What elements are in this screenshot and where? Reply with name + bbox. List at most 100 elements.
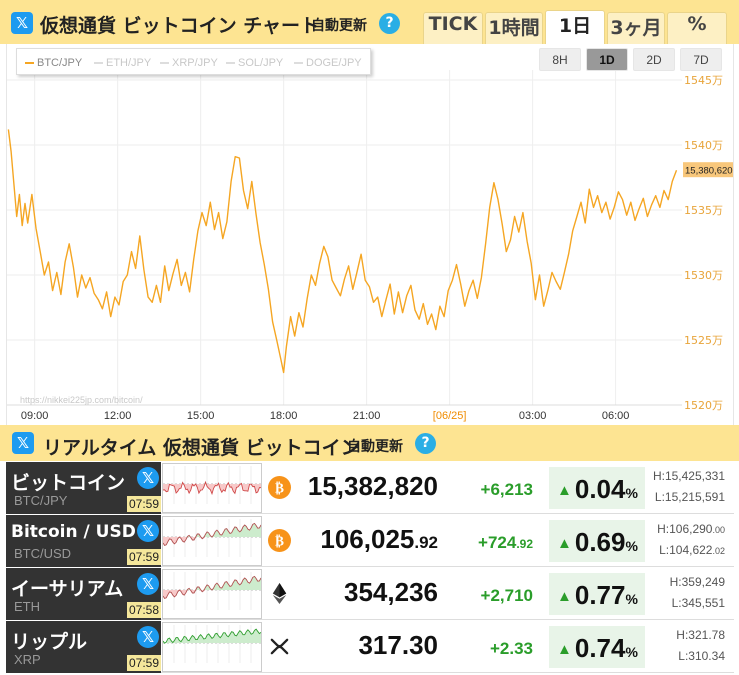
legend-xrpjpy[interactable]: XRP/JPY (160, 57, 218, 69)
legend-ethjpy[interactable]: ETH/JPY (94, 57, 151, 69)
x-share-icon[interactable]: 𝕏 (137, 573, 159, 595)
spark-up-area (163, 523, 261, 537)
x-share-icon[interactable]: 𝕏 (11, 12, 33, 34)
coin-percent-box: ▲ 0.74% (549, 626, 645, 668)
coin-price: 106,025.92 (320, 524, 438, 554)
coin-high: H:15,425,331 (652, 469, 725, 483)
coin-pair: BTC/USD (14, 546, 72, 561)
x-share-icon[interactable]: 𝕏 (137, 626, 159, 648)
up-arrow-icon: ▲ (557, 535, 572, 552)
btcjpy-series-line (7, 129, 678, 374)
coin-pair: ETH (14, 599, 40, 614)
coin-low: L:104,622.02 (659, 543, 725, 557)
help-icon[interactable]: ? (415, 433, 436, 454)
tab-1hour[interactable]: 1時間 (485, 12, 543, 44)
x-share-icon[interactable]: 𝕏 (137, 467, 159, 489)
coin-percent: 0.04 (574, 474, 626, 504)
up-arrow-icon: ▲ (557, 641, 572, 658)
y-tick-label: 1530万 (684, 269, 723, 282)
x-tick-label: [06/25] (433, 410, 467, 422)
coin-name: イーサリアム (11, 578, 124, 600)
sparkline-chart (162, 622, 262, 672)
coin-name: Bitcoin / USD (11, 522, 136, 542)
spark-up-area (163, 576, 261, 590)
coin-row-btcjpy[interactable]: ビットコイン BTC/JPY 𝕏 07:59 ₿ 15,382,820 +6,2… (6, 462, 734, 514)
y-tick-label: 1535万 (684, 204, 723, 217)
x-share-icon[interactable]: 𝕏 (12, 432, 34, 454)
coin-price: 317.30 (358, 630, 438, 660)
coin-pair: BTC/JPY (14, 493, 68, 508)
x-share-icon[interactable]: 𝕏 (137, 520, 159, 542)
update-time: 07:59 (127, 655, 161, 671)
y-tick-label: 1520万 (684, 399, 723, 412)
chart-watermark: https://nikkei225jp.com/bitcoin/ (20, 395, 143, 405)
coin-percent: 0.77 (574, 580, 626, 610)
tab-tick[interactable]: TICK (423, 12, 483, 44)
current-price-label-bg (683, 162, 733, 178)
coin-row-xrp[interactable]: リップル XRP 𝕏 07:59 317.30 +2.33 ▲ 0.74% H:3… (6, 621, 734, 673)
chart-legend: BTC/JPY ETH/JPY XRP/JPY SOL/JPY DOGE/JPY (16, 48, 371, 75)
range-1d-button[interactable]: 1D (586, 48, 628, 71)
x-tick-label: 06:00 (602, 410, 630, 422)
coin-high: H:321.78 (676, 628, 725, 642)
update-time: 07:59 (127, 496, 161, 512)
chart-panel: 1545万 1540万 1535万 1530万 1525万 1520万 09:00 12:00… (6, 44, 734, 425)
coin-percent-box: ▲ 0.69% (549, 520, 645, 562)
legend-soljpy[interactable]: SOL/JPY (226, 57, 283, 69)
sparkline-chart (162, 463, 262, 513)
sparkline-chart (162, 569, 262, 619)
coin-change: +6,213 (480, 480, 533, 499)
coin-high: H:359,249 (669, 575, 725, 589)
auto-update-label: 自動更新 (347, 439, 403, 455)
spark-up-area (163, 629, 261, 643)
tab-percent[interactable]: % (667, 12, 727, 44)
coin-row-eth[interactable]: イーサリアム ETH 𝕏 07:58 354,236 +2,710 ▲ 0.77%… (6, 568, 734, 620)
coin-pair: XRP (14, 652, 41, 667)
bitcoin-icon: ₿ (268, 476, 291, 499)
coin-change: +724.92 (478, 533, 533, 552)
auto-update-label: 自動更新 (311, 18, 367, 34)
help-icon[interactable]: ? (379, 13, 400, 34)
coin-low: L:15,215,591 (654, 490, 725, 504)
x-tick-label: 03:00 (519, 410, 547, 422)
bitcoin-icon: ₿ (268, 529, 291, 552)
spark-down-area (163, 590, 261, 599)
x-tick-label: 21:00 (353, 410, 381, 422)
y-tick-label: 1545万 (684, 74, 723, 87)
x-tick-label: 09:00 (21, 410, 49, 422)
coin-change: +2,710 (480, 586, 533, 605)
up-arrow-icon: ▲ (557, 482, 572, 499)
realtime-title: リアルタイム 仮想通貨 ビットコイン (43, 437, 360, 459)
xrp-icon (270, 638, 289, 655)
coin-price: 15,382,820 (307, 471, 438, 501)
y-tick-label: 1525万 (684, 334, 723, 347)
spark-line (163, 480, 261, 496)
up-arrow-icon: ▲ (557, 588, 572, 605)
coin-percent-box: ▲ 0.77% (549, 573, 645, 615)
legend-dogejpy[interactable]: DOGE/JPY (294, 57, 362, 69)
sparkline-chart (162, 516, 262, 566)
tab-3months[interactable]: 3ヶ月 (607, 12, 665, 44)
realtime-header (0, 425, 739, 461)
coin-percent-box: ▲ 0.04% (549, 467, 645, 509)
coin-low: L:345,551 (671, 596, 725, 610)
x-tick-label: 15:00 (187, 410, 215, 422)
coin-price: 354,236 (344, 577, 438, 607)
current-price-label: 15,380,620 (685, 166, 733, 177)
spark-line (163, 628, 261, 644)
update-time: 07:59 (127, 549, 161, 565)
legend-btcjpy[interactable]: BTC/JPY (25, 57, 82, 69)
coin-row-btcusd[interactable]: Bitcoin / USD BTC/USD 𝕏 07:59 ₿ 106,025.… (6, 515, 734, 567)
spark-line (163, 575, 261, 599)
range-7d-button[interactable]: 7D (680, 48, 722, 71)
coin-name: ビットコイン (11, 472, 126, 494)
svg-text:₿: ₿ (275, 481, 284, 496)
x-tick-label: 12:00 (104, 410, 132, 422)
range-2d-button[interactable]: 2D (633, 48, 675, 71)
tab-1day[interactable]: 1日 (545, 10, 605, 45)
range-8h-button[interactable]: 8H (539, 48, 581, 71)
svg-text:₿: ₿ (275, 534, 284, 549)
y-tick-label: 1540万 (684, 139, 723, 152)
price-chart[interactable]: 1545万 1540万 1535万 1530万 1525万 1520万 09:00 12:00… (7, 44, 735, 425)
ethereum-icon (272, 582, 287, 605)
